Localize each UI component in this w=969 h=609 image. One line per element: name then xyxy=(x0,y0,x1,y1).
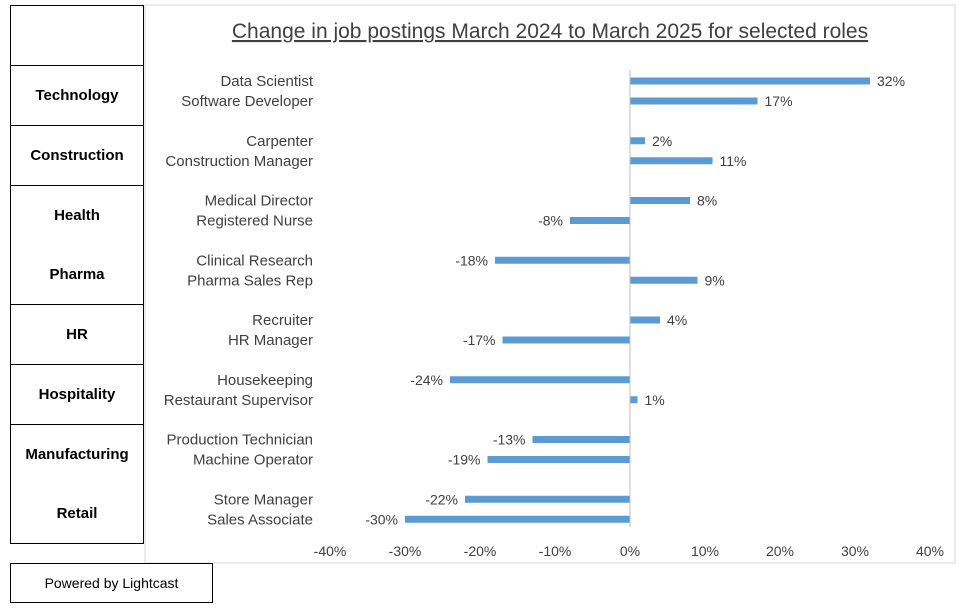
data-label-sales-associate: -30% xyxy=(365,511,398,527)
sector-label-retail: Retail xyxy=(10,484,144,545)
category-label-sales-associate: Sales Associate xyxy=(207,511,313,528)
category-label-clinical-research: Clinical Research xyxy=(196,252,313,269)
bar-recruiter xyxy=(630,316,660,324)
data-label-software-developer: 17% xyxy=(765,93,793,109)
bar-registered-nurse xyxy=(570,217,630,224)
bar-clinical-research xyxy=(495,256,630,264)
category-label-medical-director: Medical Director xyxy=(205,193,313,210)
data-label-hr-manager: -17% xyxy=(463,332,496,348)
sector-label-hospitality: Hospitality xyxy=(10,364,144,425)
footer-credit: Powered by Lightcast xyxy=(10,563,213,603)
category-label-carpenter: Carpenter xyxy=(246,133,313,150)
bar-hr-manager xyxy=(502,336,630,344)
bar-store-manager xyxy=(465,495,630,503)
sector-label-health: Health xyxy=(10,185,144,246)
sector-label-technology: Technology xyxy=(10,66,144,126)
x-tick-label: 40% xyxy=(916,543,944,559)
bar-sales-associate xyxy=(405,515,630,523)
data-label-store-manager: -22% xyxy=(425,491,458,507)
data-label-machine-operator: -19% xyxy=(448,452,481,468)
bar-data-scientist xyxy=(630,77,870,85)
footer-credit-text: Powered by Lightcast xyxy=(44,575,179,591)
category-label-data-scientist: Data Scientist xyxy=(220,73,313,90)
sector-header-blank xyxy=(10,5,144,66)
x-tick-label: 30% xyxy=(841,543,869,559)
bars-layer: Data Scientist 32% Software Developer 17% Ca… xyxy=(164,73,905,528)
category-label-store-manager: Store Manager xyxy=(214,491,313,508)
category-label-construction-manager: Construction Manager xyxy=(165,153,313,170)
data-label-construction-manager: 11% xyxy=(720,153,747,169)
sector-label-pharma: Pharma xyxy=(10,245,144,306)
category-label-registered-nurse: Registered Nurse xyxy=(196,213,313,230)
data-label-clinical-research: -18% xyxy=(455,252,488,268)
data-label-recruiter: 4% xyxy=(667,312,687,328)
x-axis: -40% -30% -20% -10% 0% 10% 20% 30% 40% xyxy=(314,70,944,559)
category-label-production-technician: Production Technician xyxy=(167,432,313,449)
bar-housekeeping xyxy=(450,376,630,384)
sector-label-construction: Construction xyxy=(10,125,144,186)
bar-medical-director xyxy=(630,197,690,204)
data-label-carpenter: 2% xyxy=(652,133,672,149)
data-label-housekeeping: -24% xyxy=(410,372,443,388)
data-label-restaurant-supervisor: 1% xyxy=(645,392,665,408)
x-tick-label: -40% xyxy=(314,543,347,559)
category-label-restaurant-supervisor: Restaurant Supervisor xyxy=(164,392,313,409)
x-tick-label: -20% xyxy=(464,543,497,559)
bar-pharma-sales-rep xyxy=(630,276,698,284)
x-tick-label: 20% xyxy=(766,543,794,559)
category-label-hr-manager: HR Manager xyxy=(228,332,313,349)
category-label-recruiter: Recruiter xyxy=(252,312,313,329)
bar-restaurant-supervisor xyxy=(630,396,638,404)
chart-title: Change in job postings March 2024 to Mar… xyxy=(232,20,868,43)
plot-area-border xyxy=(144,4,956,564)
bar-construction-manager xyxy=(630,157,713,165)
category-label-housekeeping: Housekeeping xyxy=(217,372,313,389)
data-label-data-scientist: 32% xyxy=(877,73,905,89)
data-label-medical-director: 8% xyxy=(697,193,717,209)
sector-label-hr: HR xyxy=(10,305,144,365)
category-label-pharma-sales-rep: Pharma Sales Rep xyxy=(187,272,313,289)
x-tick-label: 10% xyxy=(691,543,719,559)
data-label-pharma-sales-rep: 9% xyxy=(705,272,725,288)
bar-production-technician xyxy=(532,436,630,443)
sector-label-manufacturing: Manufacturing xyxy=(10,424,144,485)
bar-software-developer xyxy=(630,97,758,105)
x-tick-label: -10% xyxy=(539,543,572,559)
category-label-machine-operator: Machine Operator xyxy=(193,452,313,469)
x-tick-label: -30% xyxy=(389,543,422,559)
bar-machine-operator xyxy=(487,456,630,463)
data-label-production-technician: -13% xyxy=(493,432,526,448)
category-label-software-developer: Software Developer xyxy=(181,93,313,110)
x-tick-label: 0% xyxy=(620,543,640,559)
bar-carpenter xyxy=(630,137,645,145)
data-label-registered-nurse: -8% xyxy=(538,213,563,229)
